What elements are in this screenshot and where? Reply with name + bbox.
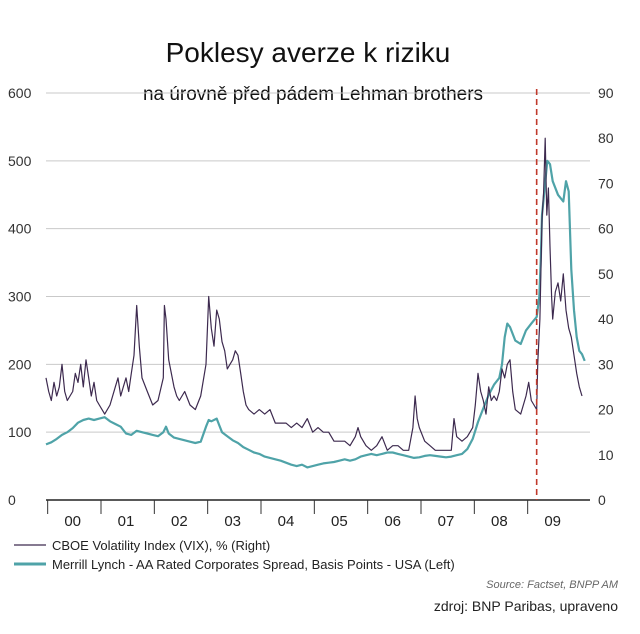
x-axis-tick: 02 [171, 513, 188, 530]
right-axis-tick: 30 [598, 356, 614, 372]
left-axis-tick: 0 [8, 492, 16, 508]
x-axis-tick: 04 [278, 513, 295, 530]
right-axis-tick: 60 [598, 221, 614, 237]
grid [46, 92, 590, 501]
x-axis-tick: 05 [331, 513, 348, 530]
credit-note: zdroj: BNP Paribas, upraveno [434, 598, 618, 614]
series-line-corporate-spread [45, 159, 586, 469]
chart-subtitle: na úrovně před pádem Lehman brothers [143, 84, 483, 105]
left-axis-tick: 600 [8, 85, 32, 101]
legend: CBOE Volatility Index (VIX), % (Right) Me… [14, 538, 455, 572]
legend-label: CBOE Volatility Index (VIX), % (Right) [52, 538, 270, 553]
source-note: Source: Factset, BNPP AM [486, 579, 619, 591]
right-axis-tick: 80 [598, 130, 614, 146]
x-axis-tick: 00 [64, 513, 81, 530]
x-axis-tick: 06 [384, 513, 401, 530]
x-axis-tick: 07 [438, 513, 455, 530]
left-axis-tick: 500 [8, 153, 32, 169]
x-axis-tick: 01 [118, 513, 135, 530]
left-axis-tick: 300 [8, 289, 32, 305]
right-axis-tick: 0 [598, 492, 606, 508]
x-axis-ticks: 00 01 02 03 04 05 06 07 08 09 [47, 500, 561, 530]
right-axis-tick: 70 [598, 175, 614, 191]
right-axis-ticks: 0 10 20 30 40 50 60 70 80 90 [598, 85, 614, 508]
series-layer [45, 137, 586, 469]
right-axis-tick: 10 [598, 447, 614, 463]
right-axis-tick: 40 [598, 311, 614, 327]
right-axis-tick: 50 [598, 266, 614, 282]
legend-label: Merrill Lynch - AA Rated Corporates Spre… [52, 557, 455, 572]
x-axis-tick: 09 [544, 513, 561, 530]
left-axis-tick: 100 [8, 424, 32, 440]
series-line-vix [45, 137, 583, 451]
left-axis-ticks: 0 100 200 300 400 500 600 [8, 85, 32, 508]
right-axis-tick: 20 [598, 402, 614, 418]
right-axis-tick: 90 [598, 85, 614, 101]
x-axis-tick: 08 [491, 513, 508, 530]
left-axis-tick: 200 [8, 356, 32, 372]
chart-title: Poklesy averze k riziku [166, 37, 451, 68]
left-axis-tick: 400 [8, 221, 32, 237]
x-axis-tick: 03 [224, 513, 241, 530]
